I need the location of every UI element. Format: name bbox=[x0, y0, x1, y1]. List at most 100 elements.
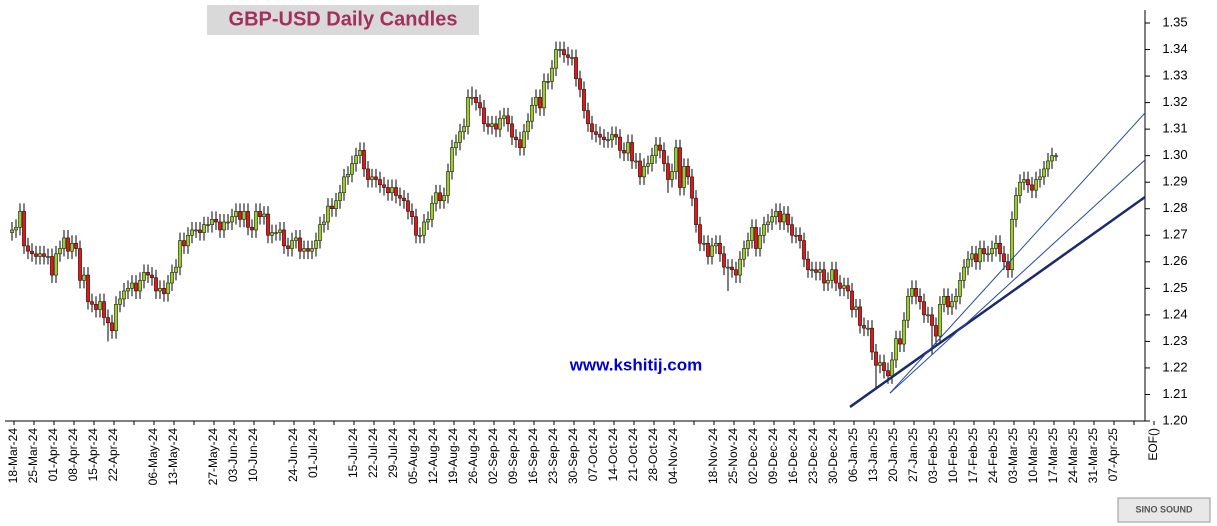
x-tick-label: 10-Jun-24 bbox=[246, 428, 260, 482]
candle-body bbox=[166, 282, 170, 294]
candle-body bbox=[462, 126, 466, 133]
candle-body bbox=[10, 229, 14, 233]
candle-body bbox=[358, 150, 362, 156]
candle-body bbox=[262, 213, 266, 217]
candle-body bbox=[410, 211, 414, 217]
candle-body bbox=[134, 282, 138, 292]
candle-body bbox=[714, 242, 718, 247]
candle-body bbox=[366, 168, 370, 180]
x-tick-label: 23-Dec-24 bbox=[806, 428, 820, 484]
candle-body bbox=[606, 139, 610, 141]
candle-body bbox=[554, 49, 558, 69]
x-tick-label: 27-May-24 bbox=[206, 428, 220, 486]
x-tick-label: 22-Apr-24 bbox=[106, 428, 120, 482]
x-tick-label: 30-Dec-24 bbox=[826, 428, 840, 484]
x-tick-label: 29-Jul-24 bbox=[386, 428, 400, 478]
candle-body bbox=[770, 216, 774, 223]
candle-body bbox=[210, 219, 214, 225]
candle-body bbox=[274, 232, 278, 234]
candle-body bbox=[1010, 219, 1014, 271]
watermark: www.kshitij.com bbox=[569, 355, 703, 374]
candle-body bbox=[454, 142, 458, 148]
candle-body bbox=[182, 240, 186, 247]
y-tick-label: 1.35 bbox=[1162, 14, 1187, 29]
candle-body bbox=[998, 242, 1002, 255]
candle-body bbox=[702, 242, 706, 245]
candle-body bbox=[386, 187, 390, 194]
candle-body bbox=[90, 301, 94, 305]
candle-body bbox=[962, 266, 966, 281]
candle-body bbox=[46, 256, 50, 258]
candle-body bbox=[542, 81, 546, 109]
candle-body bbox=[698, 224, 702, 244]
candle-body bbox=[778, 211, 782, 223]
candle-body bbox=[222, 221, 226, 231]
candle-body bbox=[1050, 155, 1054, 162]
candle-body bbox=[990, 248, 994, 255]
candle-body bbox=[926, 314, 930, 317]
candle-body bbox=[618, 136, 622, 151]
candle-body bbox=[74, 242, 78, 249]
candle-body bbox=[458, 131, 462, 143]
candle-body bbox=[802, 240, 806, 260]
x-tick-label: 03-Feb-25 bbox=[926, 428, 940, 484]
trend-line bbox=[849, 196, 1146, 408]
candle-body bbox=[398, 195, 402, 199]
y-tick-label: 1.23 bbox=[1162, 333, 1187, 348]
candle-body bbox=[342, 176, 346, 194]
candle-body bbox=[626, 142, 630, 154]
candle-body bbox=[470, 97, 474, 99]
candle-body bbox=[26, 245, 30, 252]
x-tick-label: 01-Apr-24 bbox=[46, 428, 60, 482]
candle-body bbox=[290, 240, 294, 249]
candle-body bbox=[394, 187, 398, 196]
candle-body bbox=[1026, 179, 1030, 186]
candle-body bbox=[1034, 179, 1038, 191]
candle-body bbox=[30, 250, 34, 255]
candle-body bbox=[114, 304, 118, 332]
candle-body bbox=[566, 54, 570, 58]
candle-body bbox=[1046, 160, 1050, 170]
candle-body bbox=[842, 285, 846, 289]
candle-body bbox=[886, 370, 890, 377]
candle-body bbox=[738, 258, 742, 276]
candle-body bbox=[414, 216, 418, 236]
candle-body bbox=[742, 248, 746, 260]
x-tick-label: 24-Feb-25 bbox=[986, 428, 1000, 484]
x-tick-label: 22-Jul-24 bbox=[366, 428, 380, 478]
candle-body bbox=[818, 269, 822, 273]
candle-body bbox=[726, 266, 730, 269]
candle-body bbox=[574, 57, 578, 79]
x-tick-label: 04-Nov-24 bbox=[666, 428, 680, 484]
candle-body bbox=[246, 211, 250, 228]
x-tick-label: 15-Apr-24 bbox=[86, 428, 100, 482]
candle-body bbox=[982, 248, 986, 255]
y-tick-label: 1.20 bbox=[1162, 412, 1187, 427]
candle-body bbox=[350, 163, 354, 175]
candle-body bbox=[966, 258, 970, 268]
candle-body bbox=[122, 290, 126, 300]
candle-body bbox=[1002, 253, 1006, 263]
candle-body bbox=[762, 224, 766, 236]
candle-body bbox=[638, 160, 642, 178]
candle-body bbox=[690, 176, 694, 199]
candle-body bbox=[890, 359, 894, 377]
candle-body bbox=[98, 301, 102, 310]
candle-body bbox=[518, 139, 522, 148]
candle-body bbox=[526, 120, 530, 133]
candle-body bbox=[374, 176, 378, 180]
candle-body bbox=[50, 256, 54, 276]
candle-body bbox=[598, 134, 602, 138]
candle-body bbox=[766, 221, 770, 225]
candle-body bbox=[654, 144, 658, 156]
candle-body bbox=[314, 240, 318, 249]
candle-body bbox=[1054, 155, 1058, 157]
candle-body bbox=[306, 248, 310, 252]
candle-body bbox=[438, 192, 442, 202]
candle-body bbox=[898, 338, 902, 345]
x-tick-label: 13-Jan-25 bbox=[866, 428, 880, 482]
x-tick-label: 10-Feb-25 bbox=[946, 428, 960, 484]
candle-body bbox=[434, 192, 438, 204]
x-tick-label: 21-Oct-24 bbox=[626, 428, 640, 482]
